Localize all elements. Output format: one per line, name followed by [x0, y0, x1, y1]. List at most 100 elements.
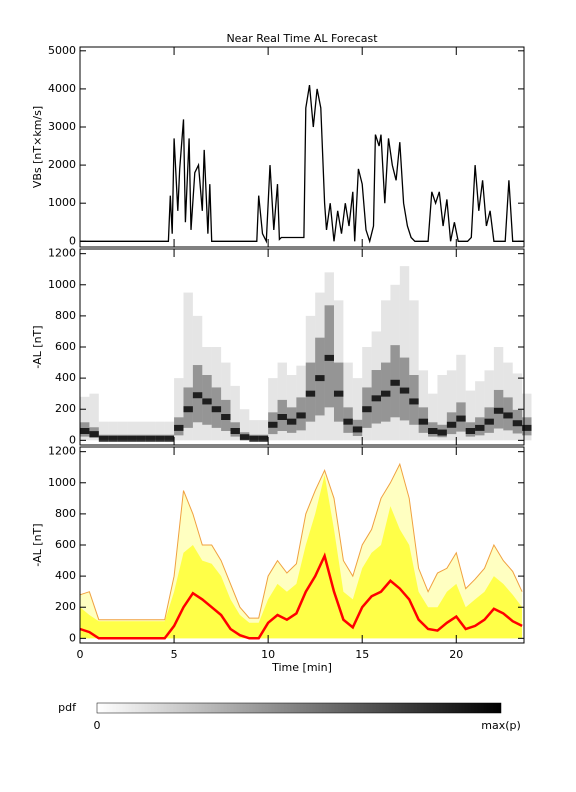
pdf-spread	[409, 300, 419, 441]
pdf-mode	[418, 418, 429, 425]
pdf-mode	[108, 435, 118, 442]
pdf-mode	[446, 421, 457, 428]
x-tick-label: 5	[171, 648, 178, 661]
chart-title: Near Real Time AL Forecast	[226, 32, 378, 45]
pdf-spread	[428, 393, 438, 441]
pdf-mode	[343, 418, 353, 425]
pdf-spread	[108, 421, 118, 441]
pdf-mode	[296, 412, 306, 419]
y-tick-label: 800	[55, 507, 76, 520]
pdf-mode	[192, 392, 203, 399]
pdf-mode	[145, 435, 156, 442]
pdf-spread	[89, 393, 99, 441]
pdf-spread	[164, 421, 175, 441]
pdf-spread	[437, 375, 447, 441]
pdf-spread	[230, 385, 240, 441]
pdf-spread	[399, 266, 410, 441]
pdf-spread	[136, 421, 146, 441]
pdf-mode	[399, 387, 410, 394]
pdf-spread	[286, 375, 297, 441]
pdf-spread	[503, 362, 513, 441]
y-tick-label: 1200	[48, 445, 76, 458]
colorbar-max-label: max(p)	[481, 719, 521, 732]
y-tick-label: 200	[55, 402, 76, 415]
pdf-spread	[258, 420, 269, 441]
pdf-spread	[192, 315, 203, 441]
pdf-mode	[258, 435, 269, 442]
y-tick-label: 1000	[48, 476, 76, 489]
max-line	[79, 462, 523, 621]
pdf-mode	[484, 418, 494, 425]
pdf-spread	[249, 420, 259, 441]
pdf-spread	[98, 421, 109, 441]
pdf-mode	[98, 435, 109, 442]
pdf-spread	[155, 421, 165, 441]
pdf-mode	[277, 414, 287, 420]
y-tick-label: 600	[55, 340, 76, 353]
pdf-spread	[352, 378, 363, 441]
pdf-spread	[493, 347, 504, 441]
pdf-spread	[522, 393, 532, 441]
pdf-mode	[465, 428, 476, 434]
pdf-mode	[174, 424, 184, 431]
pdf-spread	[145, 421, 156, 441]
pdf-spread	[211, 347, 222, 441]
pdf-spread	[371, 331, 382, 441]
pdf-mode	[249, 435, 259, 442]
pdf-spread	[465, 390, 476, 441]
y-axis-label: VBs [nT×km/s]	[31, 106, 44, 188]
pdf-mode	[202, 398, 212, 405]
pdf-mode	[164, 435, 175, 442]
pdf-mode	[230, 428, 240, 434]
pdf-mode	[522, 424, 532, 431]
y-tick-label: 1000	[48, 278, 76, 291]
pdf-mode	[315, 375, 325, 382]
x-tick-label: 20	[449, 648, 463, 661]
pdf-mode	[409, 398, 419, 405]
pdf-mode	[136, 435, 146, 442]
pdf-spread	[333, 300, 344, 441]
pdf-spread	[475, 381, 485, 441]
pdf-spread	[305, 315, 316, 441]
pdf-spread	[343, 362, 353, 441]
y-tick-label: 5000	[48, 44, 76, 57]
pdf-mode	[437, 429, 447, 436]
pdf-mode	[89, 431, 99, 438]
y-tick-label: 0	[69, 234, 76, 247]
pdf-spread	[362, 347, 372, 441]
pdf-spread	[512, 373, 523, 441]
y-tick-label: 200	[55, 600, 76, 613]
pdf-mode	[324, 354, 334, 361]
y-tick-label: 4000	[48, 82, 76, 95]
pdf-spread	[418, 370, 429, 441]
x-axis-label: Time [min]	[271, 661, 332, 674]
pdf-spread	[117, 421, 128, 441]
pdf-mode	[117, 435, 128, 442]
pdf-mode	[333, 390, 344, 397]
data-line	[80, 84, 524, 244]
pdf-mode	[381, 390, 391, 397]
pdf-mode	[503, 412, 513, 419]
y-axis-label: -AL [nT]	[31, 325, 44, 368]
y-tick-label: 0	[69, 631, 76, 644]
colorbar	[96, 702, 502, 714]
pdf-mode	[352, 426, 363, 433]
pdf-spread	[381, 300, 391, 441]
y-tick-label: 1200	[48, 247, 76, 260]
pdf-mode	[183, 406, 193, 413]
pdf-spread	[239, 409, 250, 441]
pdf-mode	[211, 406, 222, 413]
y-tick-label: 3000	[48, 120, 76, 133]
pdf-spread	[202, 347, 212, 441]
colorbar-min-label: 0	[94, 719, 101, 732]
pdf-mode	[221, 414, 231, 420]
pdf-spread	[446, 370, 457, 441]
pdf-spread	[221, 362, 231, 441]
pdf-spread	[127, 421, 137, 441]
y-tick-label: 1000	[48, 196, 76, 209]
pdf-spread	[268, 378, 278, 441]
plot-frame	[79, 46, 525, 248]
pdf-mode	[239, 434, 250, 441]
pdf-mode	[512, 420, 523, 427]
pdf-mode	[390, 379, 400, 386]
